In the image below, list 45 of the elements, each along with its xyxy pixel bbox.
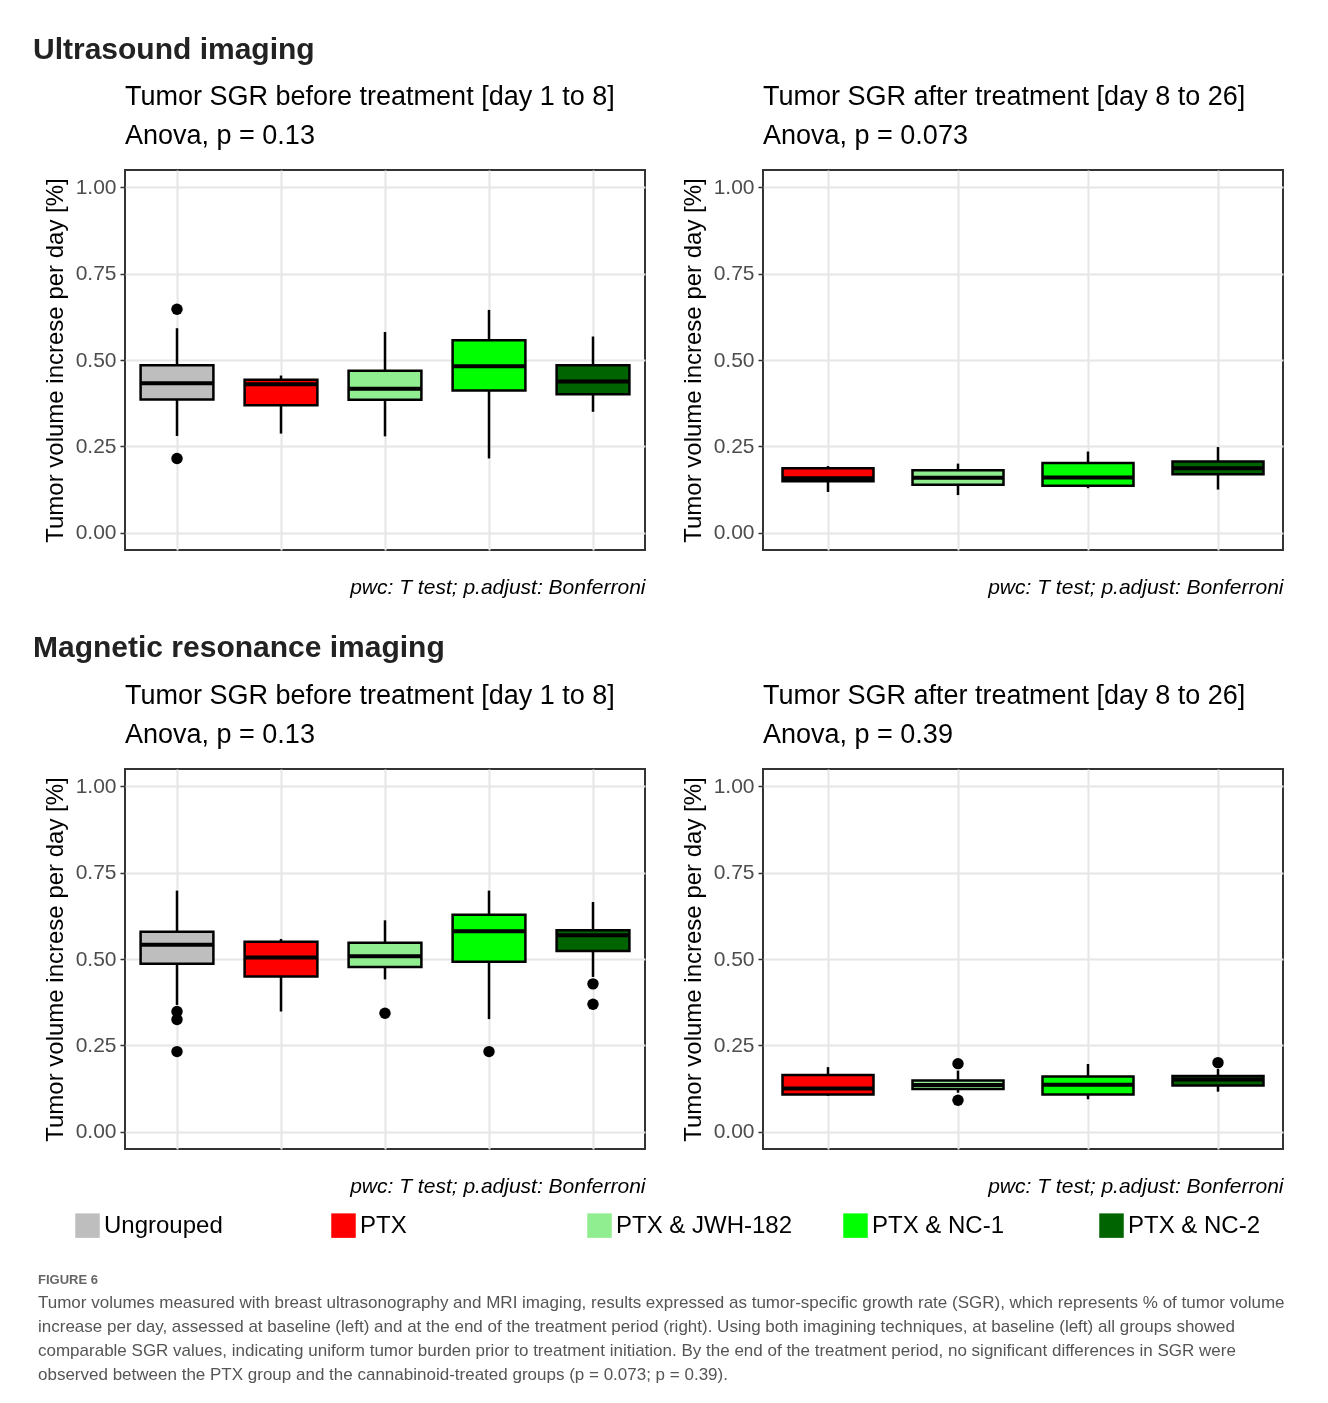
- y-tick-label: 0.25: [75, 1032, 117, 1056]
- y-axis-title: Tumor volume increse per day [%]: [678, 178, 706, 543]
- chart-title: Tumor SGR before treatment [day 1 to 8]: [125, 81, 615, 111]
- y-tick-label: 0.50: [713, 347, 755, 371]
- legend-label: PTX & NC-1: [872, 1210, 1005, 1238]
- chart-subtitle: Anova, p = 0.39: [763, 719, 953, 749]
- y-tick-label: 0.00: [713, 1119, 755, 1143]
- chart-title: Tumor SGR after treatment [day 8 to 26]: [763, 680, 1246, 710]
- chart-subtitle: Anova, p = 0.13: [125, 719, 315, 749]
- y-axis-title: Tumor volume increse per day [%]: [40, 178, 68, 543]
- y-tick-label: 0.25: [75, 433, 117, 457]
- y-tick-label: 0.00: [75, 520, 117, 544]
- y-tick-label: 0.75: [75, 261, 117, 285]
- legend-label: PTX & JWH-182: [616, 1210, 793, 1238]
- y-tick-label: 0.25: [713, 1032, 755, 1056]
- y-tick-label: 0.50: [713, 946, 755, 970]
- y-tick-label: 1.00: [713, 773, 755, 797]
- legend-label: PTX: [360, 1210, 407, 1238]
- chart-title: Tumor SGR after treatment [day 8 to 26]: [763, 81, 1246, 111]
- text: Ultrasound imaging: [33, 32, 315, 66]
- y-axis-title: Tumor volume increse per day [%]: [40, 777, 68, 1142]
- y-tick-label: 0.75: [75, 860, 117, 884]
- text: pwc: T test; p.adjust: Bonferroni: [987, 1173, 1285, 1197]
- text: pwc: T test; p.adjust: Bonferroni: [349, 574, 647, 598]
- chart-subtitle: Anova, p = 0.13: [125, 120, 315, 150]
- text: pwc: T test; p.adjust: Bonferroni: [987, 574, 1285, 598]
- y-axis-title: Tumor volume increse per day [%]: [678, 777, 706, 1142]
- y-tick-label: 1.00: [713, 174, 755, 198]
- y-tick-label: 0.75: [713, 860, 755, 884]
- y-tick-label: 0.50: [75, 946, 117, 970]
- y-tick-label: 0.75: [713, 261, 755, 285]
- y-tick-label: 1.00: [75, 174, 117, 198]
- chart-title: Tumor SGR before treatment [day 1 to 8]: [125, 680, 615, 710]
- text: pwc: T test; p.adjust: Bonferroni: [349, 1173, 647, 1197]
- y-tick-label: 0.00: [713, 520, 755, 544]
- legend-label: Ungrouped: [104, 1210, 223, 1238]
- y-tick-label: 0.50: [75, 347, 117, 371]
- caption: FIGURE 6: [38, 1272, 99, 1287]
- y-tick-label: 1.00: [75, 773, 117, 797]
- chart-subtitle: Anova, p = 0.073: [763, 120, 968, 150]
- y-tick-label: 0.00: [75, 1119, 117, 1143]
- text: Tumor volumes measured with breast ultrasonography and MRI imaging, results expressed as tumor-specific growth rate (SGR), which represents % of tumor volume increase per day, assessed at baseline (left) and at the end of the treatment period (right). Using both imagining techniques, at baseline (left) all groups showed comparable SGR values, indicating uniform tumor burden prior to treatment initiation. By the end of the treatment period, no significant differences in SGR were observed between the PTX group and the cannabinoid-treated groups (p = 0.073; p = 0.39).: [38, 1292, 1286, 1386]
- legend-label: PTX & NC-2: [1128, 1210, 1261, 1238]
- y-tick-label: 0.25: [713, 433, 755, 457]
- text: Magnetic resonance imaging: [33, 630, 445, 664]
